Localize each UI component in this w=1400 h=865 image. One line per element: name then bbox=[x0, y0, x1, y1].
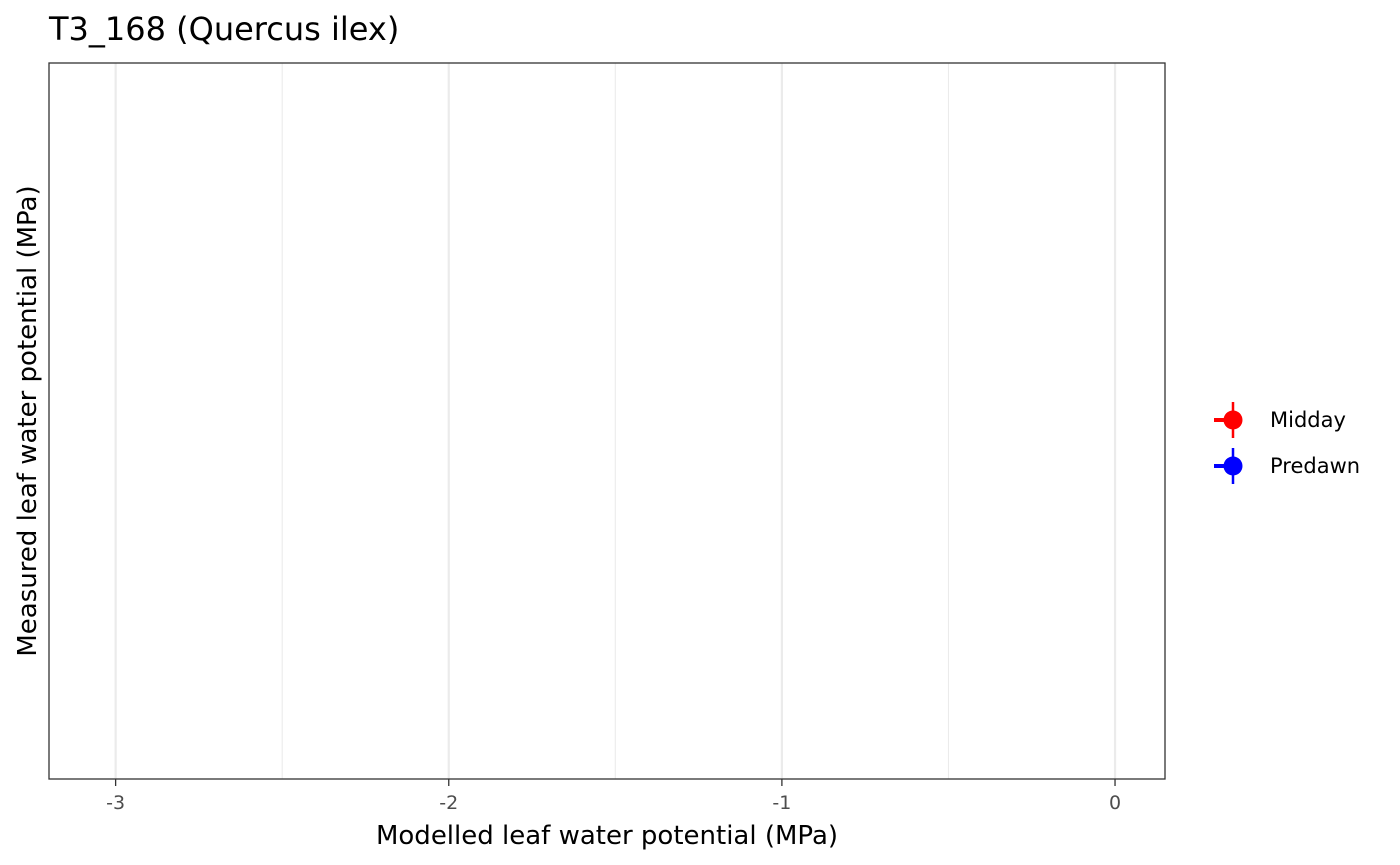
x-tick-label-2: -1 bbox=[772, 792, 791, 814]
legend: Midday Predawn bbox=[1214, 402, 1360, 484]
legend-label-predawn: Predawn bbox=[1270, 454, 1360, 478]
legend-item-midday: Midday bbox=[1214, 402, 1346, 438]
legend-item-predawn: Predawn bbox=[1214, 448, 1360, 484]
x-axis: -3 -2 -1 0 bbox=[106, 779, 1121, 814]
legend-key-predawn bbox=[1214, 448, 1243, 484]
chart-title: T3_168 (Quercus ilex) bbox=[48, 10, 399, 48]
legend-key-midday bbox=[1214, 402, 1243, 438]
x-tick-label-3: 0 bbox=[1109, 792, 1121, 814]
x-tick-label-1: -2 bbox=[439, 792, 458, 814]
y-axis-title: Measured leaf water potential (MPa) bbox=[13, 185, 43, 656]
plot-panel-border bbox=[48, 62, 1166, 780]
legend-label-midday: Midday bbox=[1270, 408, 1346, 432]
grid bbox=[114, 63, 1117, 779]
x-axis-title: Modelled leaf water potential (MPa) bbox=[376, 821, 838, 851]
x-tick-label-0: -3 bbox=[106, 792, 125, 814]
